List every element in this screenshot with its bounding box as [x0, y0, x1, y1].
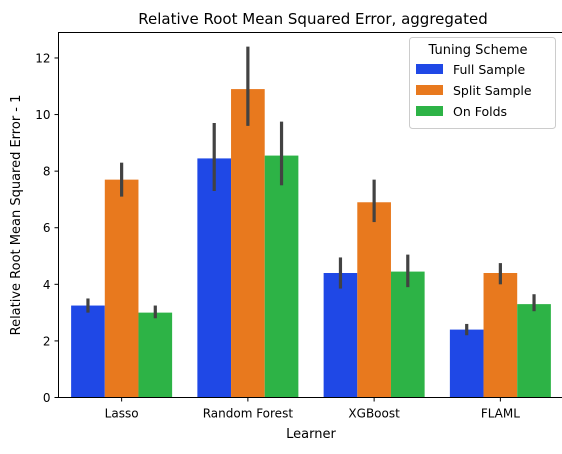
x-tick-label: XGBoost [348, 407, 400, 421]
bar-split-sample-lasso [105, 180, 139, 398]
y-tick-label: 2 [43, 334, 51, 348]
y-tick-label: 0 [43, 391, 51, 405]
y-axis-label: Relative Root Mean Squared Error - 1 [9, 95, 24, 336]
bar-on-folds-xgboost [391, 272, 425, 398]
legend-swatch [416, 64, 443, 74]
bar-split-sample-xgboost [357, 202, 391, 397]
legend-title: Tuning Scheme [428, 43, 528, 58]
legend-label: Full Sample [453, 62, 526, 77]
x-tick-label: Random Forest [203, 407, 294, 421]
x-tick-label: FLAML [481, 407, 520, 421]
legend-label: On Folds [453, 104, 507, 119]
y-tick-label: 8 [43, 165, 51, 179]
bar-full-sample-lasso [71, 306, 105, 398]
x-tick-label: Lasso [105, 407, 139, 421]
legend-swatch [416, 85, 443, 95]
y-tick-label: 4 [43, 278, 51, 292]
bar-on-folds-random-forest [265, 156, 299, 398]
x-axis-label: Learner [286, 427, 336, 442]
chart-title: Relative Root Mean Squared Error, aggreg… [138, 10, 488, 28]
legend-label: Split Sample [453, 83, 532, 98]
bar-full-sample-xgboost [324, 273, 358, 397]
y-tick-label: 10 [35, 108, 50, 122]
bar-on-folds-lasso [138, 313, 172, 398]
bar-on-folds-flaml [517, 304, 551, 397]
y-tick-label: 12 [35, 51, 50, 65]
bar-full-sample-random-forest [197, 158, 231, 397]
legend-swatch [416, 106, 443, 116]
bar-full-sample-flaml [450, 330, 484, 398]
bar-split-sample-flaml [484, 273, 518, 397]
legend: Tuning Scheme Full Sample Split Sample On … [410, 38, 556, 129]
y-tick-label: 6 [43, 221, 51, 235]
bar-split-sample-random-forest [231, 89, 265, 397]
